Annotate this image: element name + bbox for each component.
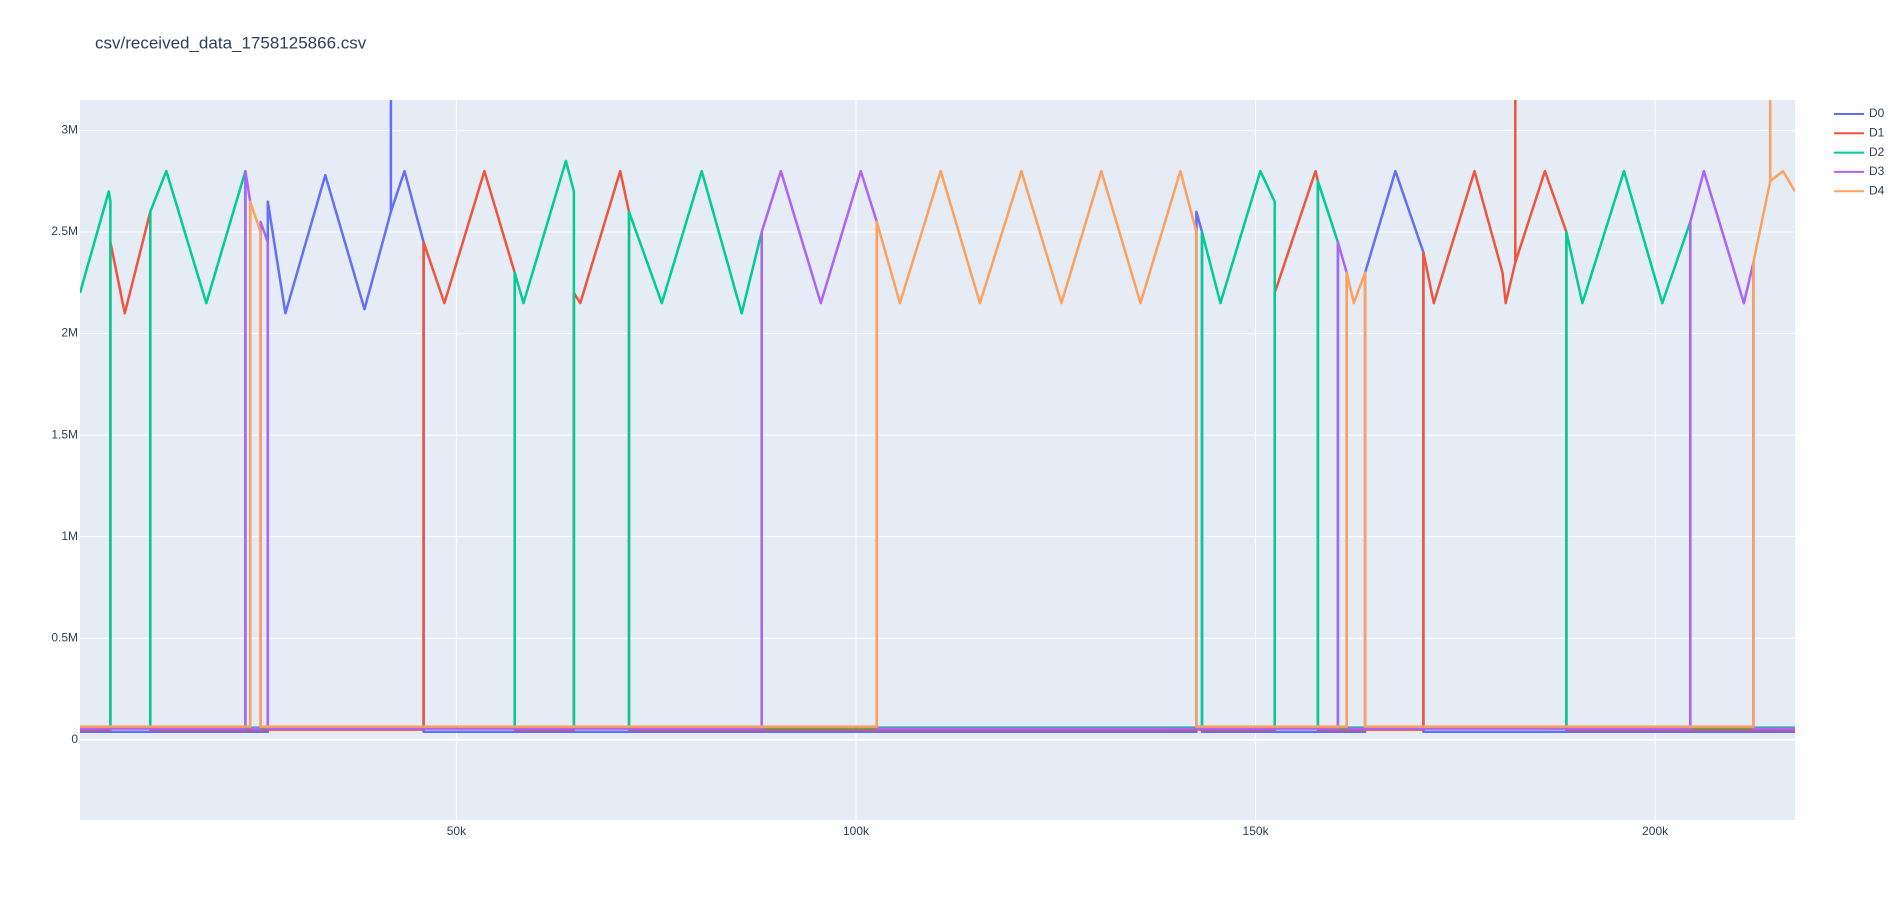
y-tick-label: 2M bbox=[61, 326, 78, 340]
series-line bbox=[80, 159, 1795, 729]
series-line bbox=[80, 169, 1795, 730]
legend-item[interactable]: D4 bbox=[1834, 183, 1885, 197]
plot-background bbox=[80, 100, 1795, 820]
y-tick-label: 1M bbox=[61, 529, 78, 543]
plot-lines bbox=[80, 100, 1795, 733]
legend-item[interactable]: D3 bbox=[1834, 164, 1885, 178]
grid bbox=[80, 100, 1795, 820]
legend-item[interactable]: D1 bbox=[1834, 125, 1885, 139]
y-tick-label: 1.5M bbox=[51, 427, 78, 441]
legend-label[interactable]: D0 bbox=[1869, 106, 1885, 120]
legend: D0 D1 D2 D3 D4 bbox=[1834, 106, 1885, 197]
legend-label[interactable]: D4 bbox=[1869, 183, 1885, 197]
legend-item[interactable]: D2 bbox=[1834, 145, 1885, 159]
y-tick-label: 0.5M bbox=[51, 630, 78, 644]
y-tick-label: 0 bbox=[71, 732, 78, 746]
y-tick-label: 2.5M bbox=[51, 224, 78, 238]
axis-labels: 0 0.5M 1M 1.5M 2M 2.5M 3M 50k 100k 150k 200k bbox=[51, 123, 1669, 839]
legend-label[interactable]: D3 bbox=[1869, 164, 1885, 178]
legend-item[interactable]: D0 bbox=[1834, 106, 1885, 120]
series-line bbox=[80, 100, 1795, 728]
x-tick-label: 50k bbox=[447, 824, 467, 838]
legend-label[interactable]: D2 bbox=[1869, 145, 1885, 159]
y-tick-label: 3M bbox=[61, 123, 78, 137]
x-tick-label: 150k bbox=[1243, 824, 1270, 838]
chart-title: csv/received_data_1758125866.csv bbox=[95, 33, 367, 52]
x-tick-label: 200k bbox=[1642, 824, 1669, 838]
x-tick-label: 100k bbox=[843, 824, 870, 838]
legend-label[interactable]: D1 bbox=[1869, 125, 1885, 139]
